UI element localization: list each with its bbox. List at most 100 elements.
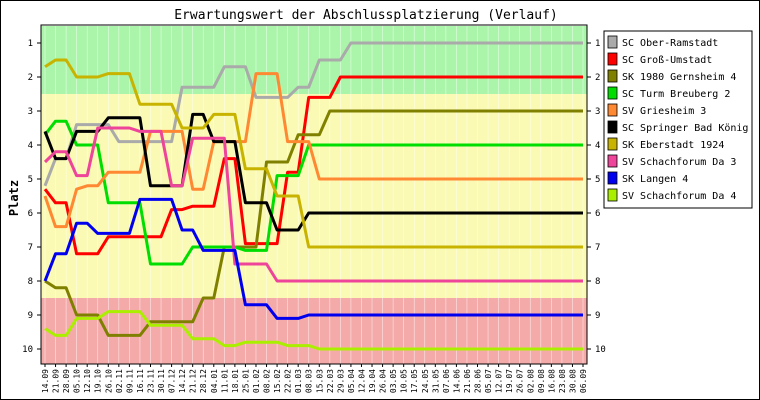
- legend-swatch: [607, 154, 618, 168]
- x-tick-label: 25.01: [241, 369, 250, 393]
- legend-label: SC Groß-Umstadt: [622, 55, 712, 66]
- x-tick-label: 14.12: [178, 369, 187, 393]
- x-tick-label: 22.02: [284, 369, 293, 393]
- legend-label: SV Schachforum Da 4: [622, 191, 736, 202]
- y-tick-label-right: 4: [595, 141, 600, 151]
- legend-label: SK 1980 Gernsheim 4: [622, 72, 736, 83]
- x-tick-label: 14.09: [41, 369, 50, 393]
- legend-label: SK Eberstadt 1924: [622, 140, 724, 151]
- x-tick-label: 21.06: [463, 369, 472, 393]
- x-tick-label: 23.08: [558, 369, 567, 393]
- x-tick-label: 02.08: [526, 369, 535, 393]
- series-line-sk-eberstadt-1924: [44, 58, 583, 249]
- y-tick-label-right: 3: [595, 107, 600, 117]
- legend-swatch: [607, 188, 618, 202]
- legend-swatch: [607, 69, 618, 83]
- legend-label: SC Springer Bad König: [622, 123, 748, 134]
- x-tick-label: 15.02: [273, 369, 282, 393]
- y-tick-label-left: 7: [28, 243, 33, 253]
- y-tick-label-left: 8: [28, 277, 33, 287]
- y-tick-label-right: 6: [595, 209, 600, 219]
- x-tick-label: 29.03: [336, 369, 345, 393]
- x-tick-label: 19.04: [368, 369, 377, 393]
- x-axis-ticks: 14.09 21.09 28.09 05.10 12.10 19.10 26.10 02.11…: [41, 364, 588, 393]
- x-tick-label: 21.12: [189, 369, 198, 393]
- legend-label: SV Griesheim 3: [622, 106, 706, 117]
- x-tick-label: 03.05: [389, 369, 398, 393]
- x-tick-label: 07.06: [442, 369, 451, 393]
- x-tick-label: 08.02: [263, 369, 272, 393]
- x-tick-label: 18.01: [231, 369, 240, 393]
- y-tick-label-right: 9: [595, 311, 600, 321]
- series-line-sc-gro-umstadt: [43, 75, 583, 256]
- legend-swatch: [607, 137, 618, 151]
- x-tick-label: 12.04: [358, 369, 367, 393]
- x-tick-label: 30.08: [569, 369, 578, 393]
- legend-swatch: [607, 120, 618, 134]
- zone-middle: [41, 94, 587, 298]
- x-tick-label: 04.01: [210, 369, 219, 393]
- plot-border: [40, 24, 588, 365]
- x-tick-label: 26.07: [516, 369, 525, 393]
- x-tick-label: 23.11: [147, 369, 156, 393]
- legend: SC Ober-Ramstadt SC Groß-Umstadt SK 1980 G…: [603, 30, 753, 209]
- legend-label: SK Langen 4: [622, 174, 688, 185]
- x-tick-label: 01.03: [294, 369, 303, 393]
- x-tick-label: 16.08: [547, 369, 556, 393]
- x-tick-label: 28.06: [474, 369, 483, 393]
- series-line-sk-1980-gernsheim-4: [44, 109, 583, 337]
- x-tick-label: 19.07: [505, 369, 514, 393]
- legend-swatch: [607, 52, 618, 66]
- series-line-sv-schachforum-da-4: [44, 310, 583, 351]
- x-tick-label: 09.08: [537, 369, 546, 393]
- legend-label: SC Ober-Ramstadt: [622, 38, 718, 49]
- y-tick-label-left: 1: [28, 39, 33, 49]
- x-tick-label: 26.04: [379, 369, 388, 393]
- x-tick-label: 19.10: [94, 369, 103, 393]
- y-tick-label-right: 7: [595, 243, 600, 253]
- x-tick-label: 11.01: [220, 369, 229, 393]
- x-tick-label: 16.11: [136, 369, 145, 393]
- y-tick-label-left: 2: [28, 73, 33, 83]
- legend-swatch: [607, 103, 618, 117]
- series-line-sv-schachforum-da-3: [43, 126, 583, 283]
- series-line-sk-langen-4: [43, 197, 583, 320]
- y-tick-label-right: 5: [595, 175, 600, 185]
- x-tick-label: 26.10: [104, 369, 113, 393]
- x-tick-label: 15.03: [315, 369, 324, 393]
- y-tick-label-left: 6: [28, 209, 33, 219]
- x-tick-label: 12.10: [83, 369, 92, 393]
- x-tick-label: 31.05: [431, 369, 440, 393]
- y-tick-label-left: 10: [22, 345, 33, 355]
- y-tick-label-right: 2: [595, 73, 600, 83]
- series-lines: [43, 41, 583, 351]
- y-tick-label-left: 4: [28, 141, 33, 151]
- legend-swatch: [607, 171, 618, 185]
- series-line-sc-springer-bad-k-nig: [43, 112, 583, 232]
- y-tick-label-left: 5: [28, 175, 33, 185]
- x-tick-label: 30.11: [157, 369, 166, 393]
- series-line-sc-turm-breuberg-2: [43, 119, 583, 266]
- x-tick-label: 10.05: [400, 369, 409, 393]
- chart-title: Erwartungswert der Abschlussplatzierung …: [174, 8, 558, 23]
- x-tick-label: 22.03: [326, 369, 335, 393]
- y-axis-ticks: 1 1 2 2 3 3 4 4 5 5 6 6 7 7 8 8 9 9 10 10: [22, 39, 606, 355]
- x-tick-label: 28.09: [62, 369, 71, 393]
- x-tick-label: 12.07: [495, 369, 504, 393]
- x-tick-label: 07.12: [168, 369, 177, 393]
- x-tick-label: 01.02: [252, 369, 261, 393]
- x-tick-label: 09.11: [125, 369, 134, 393]
- x-tick-label: 05.07: [484, 369, 493, 393]
- legend-swatch: [607, 35, 618, 49]
- x-tick-label: 14.06: [452, 369, 461, 393]
- legend-box: [603, 30, 753, 209]
- y-tick-label-right: 1: [595, 39, 600, 49]
- x-tick-label: 21.09: [52, 369, 61, 393]
- y-axis-label: Platz: [7, 180, 21, 216]
- zone-top: [41, 26, 587, 94]
- y-tick-label-right: 10: [595, 345, 606, 355]
- y-tick-label-left: 9: [28, 311, 33, 321]
- x-tick-label: 28.12: [199, 369, 208, 393]
